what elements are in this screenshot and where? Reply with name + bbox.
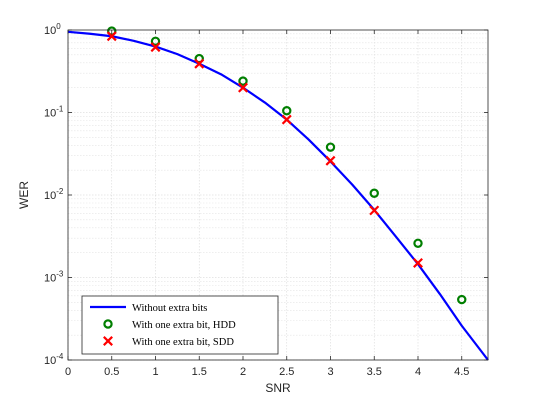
- y-tick-label: 10-1: [44, 105, 64, 120]
- ticks: 0 0.5 1 1.5 2 2.5 3 3.5 4 4.5 100 10-1 10-2 10-3 10-4: [44, 22, 488, 378]
- sdd-marker: [325, 155, 336, 166]
- sdd-marker: [413, 257, 423, 268]
- sdd-marker: [238, 82, 248, 93]
- x-tick-label: 1.5: [192, 366, 207, 378]
- y-tick-label: 10-3: [44, 270, 64, 285]
- y-axis-label: WER: [17, 181, 31, 209]
- legend-x-swatch: [103, 336, 113, 346]
- x-tick-label: 3: [327, 366, 333, 378]
- legend: Without extra bits With one extra bit, HD…: [81, 295, 279, 355]
- x-axis-label: SNR: [265, 381, 291, 395]
- hdd-marker: [413, 238, 423, 248]
- sdd-marker: [150, 42, 161, 53]
- y-tick-label: 100: [44, 22, 61, 37]
- legend-circle-swatch: [103, 319, 113, 329]
- x-tick-label: 4.5: [454, 366, 469, 378]
- legend-entry-label: With one extra bit, SDD: [132, 337, 234, 348]
- x-marker-stroke: [238, 82, 248, 93]
- sdd-marker: [194, 58, 205, 69]
- x-tick-label: 2: [240, 366, 246, 378]
- hdd-marker: [150, 36, 161, 46]
- legend-entry-label: Without extra bits: [132, 303, 207, 314]
- x-marker-stroke: [194, 58, 205, 69]
- hdd-marker: [238, 76, 248, 86]
- x-marker-stroke: [106, 31, 117, 42]
- x-marker-stroke: [150, 42, 161, 53]
- y-tick-label: 10-2: [44, 187, 64, 202]
- x-tick-label: 3.5: [367, 366, 382, 378]
- plot-area: [67, 26, 489, 361]
- x-marker-stroke: [369, 205, 380, 216]
- x-tick-label: 4: [415, 366, 421, 378]
- x-marker-stroke: [103, 336, 113, 346]
- x-tick-label: 0: [65, 366, 71, 378]
- y-tick-label: 10-4: [44, 352, 64, 367]
- hdd-marker: [282, 106, 292, 116]
- x-marker-stroke: [325, 155, 336, 166]
- legend-box: [81, 295, 279, 355]
- x-tick-label: 0.5: [104, 366, 119, 378]
- x-tick-label: 1: [152, 366, 158, 378]
- hdd-marker: [369, 188, 379, 198]
- hdd-marker: [325, 142, 336, 152]
- sdd-marker: [106, 31, 117, 42]
- x-tick-label: 2.5: [279, 366, 294, 378]
- legend-entry-label: With one extra bit, HDD: [132, 320, 236, 331]
- x-marker-stroke: [413, 257, 423, 268]
- hdd-marker: [457, 294, 467, 305]
- sdd-marker: [369, 205, 380, 216]
- sdd-marker: [281, 114, 292, 125]
- x-marker-stroke: [281, 114, 292, 125]
